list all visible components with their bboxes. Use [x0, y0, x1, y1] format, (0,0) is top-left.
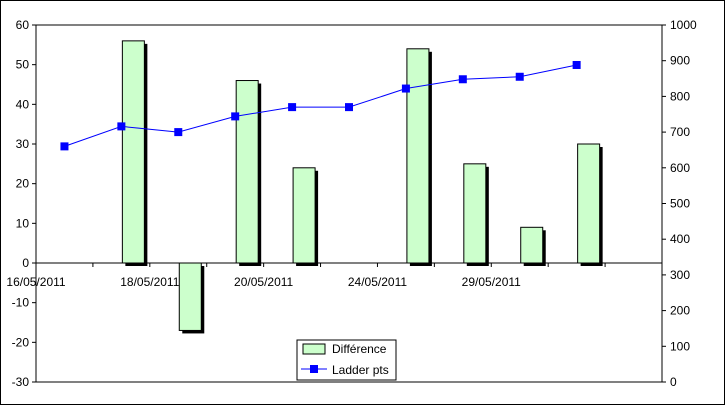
- ladder-pts-marker: [572, 60, 581, 69]
- x-tick-label: 29/05/2011: [462, 275, 521, 289]
- ladder-pts-marker: [288, 103, 297, 112]
- difference-bar: [577, 143, 601, 264]
- left-y-tick-label: -30: [12, 375, 30, 389]
- right-y-tick-label: 1000: [670, 18, 697, 32]
- ladder-pts-marker: [401, 84, 410, 93]
- x-tick-label: 16/05/2011: [6, 275, 65, 289]
- x-tick-label: 18/05/2011: [120, 275, 179, 289]
- ladder-pts-marker: [231, 112, 240, 121]
- ladder-pts-polyline: [64, 64, 577, 147]
- right-y-tick-label: 100: [670, 339, 690, 353]
- difference-bar: [121, 40, 145, 264]
- x-tick-label: 24/05/2011: [348, 275, 407, 289]
- legend-label-difference: Différence: [332, 342, 387, 356]
- left-y-tick-label: 10: [16, 216, 30, 230]
- difference-bars: [121, 40, 603, 334]
- left-y-tick-label: -10: [12, 296, 30, 310]
- legend-label-ladder-pts: Ladder pts: [332, 363, 389, 377]
- difference-bar: [292, 167, 316, 264]
- difference-bar: [406, 48, 430, 264]
- right-y-tick-label: 900: [670, 54, 690, 68]
- legend: Différence Ladder pts: [296, 339, 397, 381]
- legend-swatch-ladder-marker: [310, 365, 318, 373]
- left-y-tick-label: 20: [16, 177, 30, 191]
- difference-bar: [235, 80, 259, 264]
- right-y-tick-label: 200: [670, 304, 690, 318]
- right-y-axis: 0 100 200 300 400 500 600 700 800 900 1000: [662, 18, 697, 389]
- ladder-pts-marker: [117, 122, 126, 131]
- left-y-tick-label: 50: [16, 58, 30, 72]
- ladder-pts-marker: [174, 128, 183, 137]
- ladder-pts-marker: [345, 103, 353, 112]
- left-y-tick-label: 40: [16, 97, 30, 111]
- legend-swatch-difference: [302, 343, 326, 355]
- ladder-pts-marker: [458, 75, 467, 84]
- left-y-tick-label: 0: [22, 256, 29, 270]
- left-y-tick-label: 60: [16, 18, 30, 32]
- right-y-tick-label: 300: [670, 268, 690, 282]
- right-y-tick-label: 600: [670, 161, 690, 175]
- right-y-tick-label: 800: [670, 89, 690, 103]
- ladder-pts-line: [60, 60, 581, 151]
- left-y-tick-label: 30: [16, 137, 30, 151]
- right-y-tick-label: 700: [670, 125, 690, 139]
- left-y-axis: -30 -20 -10 0 10 20 30 40 50 60: [12, 18, 36, 389]
- difference-bar: [178, 262, 202, 331]
- x-axis: 16/05/2011 18/05/2011 20/05/2011 24/05/2011…: [6, 262, 663, 289]
- x-tick-label: 20/05/2011: [234, 275, 293, 289]
- right-y-tick-label: 0: [670, 375, 677, 389]
- right-y-tick-label: 400: [670, 232, 690, 246]
- left-y-tick-label: -20: [12, 335, 30, 349]
- ladder-pts-marker: [515, 72, 524, 81]
- ladder-pts-marker: [60, 142, 69, 151]
- difference-bar: [520, 226, 544, 264]
- right-y-tick-label: 500: [670, 197, 690, 211]
- difference-bar: [463, 163, 487, 264]
